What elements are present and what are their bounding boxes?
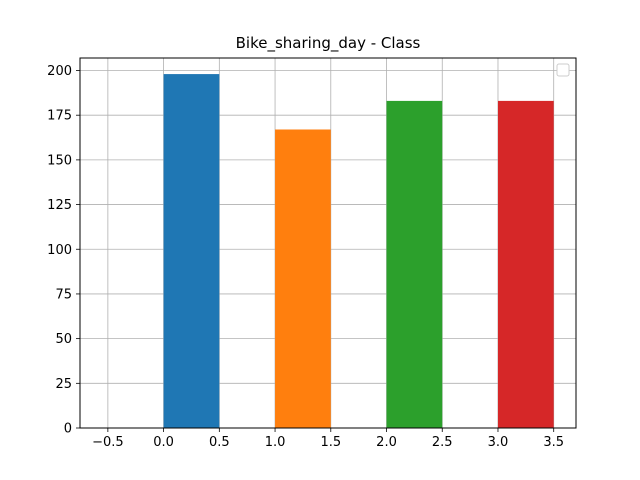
x-axis: −0.5 0.0 0.5 1.0 1.5 2.0 2.5 3.0 3.5 xyxy=(92,428,564,450)
x-tick-label: 1.5 xyxy=(320,435,341,450)
y-tick-label: 0 xyxy=(64,422,72,437)
y-tick-label: 200 xyxy=(47,64,72,79)
y-tick-label: 150 xyxy=(47,153,72,168)
y-axis: 0 25 50 75 100 125 150 175 200 xyxy=(47,64,80,437)
bars xyxy=(163,74,554,428)
chart-title: Bike_sharing_day - Class xyxy=(236,34,421,53)
bar-2 xyxy=(386,100,443,428)
x-tick-label: 3.5 xyxy=(543,435,564,450)
x-tick-label: −0.5 xyxy=(92,435,124,450)
x-tick-label: 0.0 xyxy=(153,435,174,450)
bar-3 xyxy=(497,100,554,428)
y-tick-label: 175 xyxy=(47,109,72,124)
x-tick-label: 1.0 xyxy=(265,435,286,450)
bar-0 xyxy=(163,74,220,428)
x-tick-label: 0.5 xyxy=(209,435,230,450)
x-tick-label: 2.5 xyxy=(432,435,453,450)
x-tick-label: 2.0 xyxy=(376,435,397,450)
bar-1 xyxy=(275,129,331,428)
y-tick-label: 75 xyxy=(55,287,72,302)
y-tick-label: 25 xyxy=(55,377,72,392)
y-tick-label: 125 xyxy=(47,198,72,213)
x-tick-label: 3.0 xyxy=(488,435,509,450)
y-tick-label: 100 xyxy=(47,243,72,258)
legend-box xyxy=(556,63,570,77)
y-tick-label: 50 xyxy=(55,332,72,347)
plot-frame xyxy=(79,57,577,429)
